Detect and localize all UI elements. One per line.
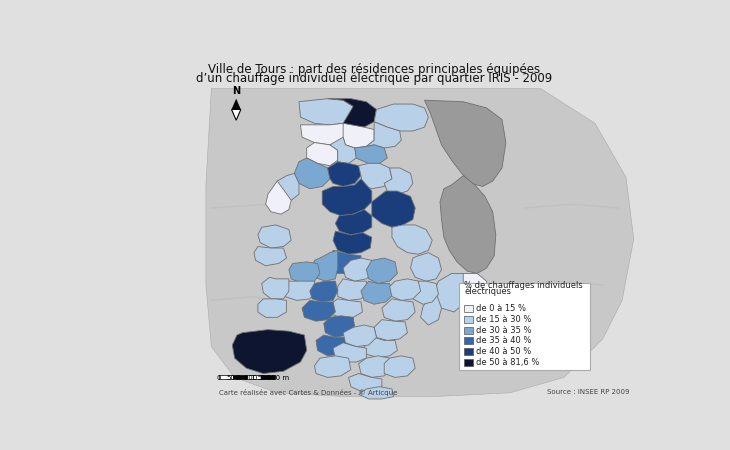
Polygon shape xyxy=(440,176,496,274)
Polygon shape xyxy=(307,143,338,166)
Polygon shape xyxy=(328,99,377,127)
Polygon shape xyxy=(333,231,372,254)
Text: 1 000: 1 000 xyxy=(237,375,257,381)
Polygon shape xyxy=(276,173,299,200)
Text: de 50 à 81,6 %: de 50 à 81,6 % xyxy=(477,358,539,367)
Polygon shape xyxy=(420,291,442,325)
Polygon shape xyxy=(384,356,415,378)
Polygon shape xyxy=(258,299,287,317)
Polygon shape xyxy=(374,320,407,341)
Text: 500: 500 xyxy=(226,375,239,381)
Polygon shape xyxy=(206,89,634,396)
Text: N: N xyxy=(232,86,240,95)
Text: % de chauffages individuels: % de chauffages individuels xyxy=(464,281,583,290)
Polygon shape xyxy=(364,338,397,357)
Text: Carte réalisée avec Cartes & Données - © Articque: Carte réalisée avec Cartes & Données - ©… xyxy=(219,389,398,396)
Polygon shape xyxy=(425,100,506,186)
Text: 1 500: 1 500 xyxy=(251,375,271,381)
Bar xyxy=(464,348,472,355)
Bar xyxy=(247,375,261,379)
Bar xyxy=(219,375,233,379)
Polygon shape xyxy=(483,308,514,345)
Bar xyxy=(464,316,472,323)
Polygon shape xyxy=(323,316,355,338)
Polygon shape xyxy=(283,281,316,301)
Polygon shape xyxy=(310,281,338,302)
Bar xyxy=(261,375,275,379)
Polygon shape xyxy=(348,374,382,393)
Polygon shape xyxy=(335,210,372,235)
Polygon shape xyxy=(374,104,429,131)
Polygon shape xyxy=(315,356,351,378)
Polygon shape xyxy=(361,281,393,304)
Polygon shape xyxy=(312,250,338,281)
Bar xyxy=(464,338,472,344)
Text: de 35 à 40 %: de 35 à 40 % xyxy=(477,336,531,345)
Polygon shape xyxy=(469,331,496,362)
Text: Ville de Tours : part des résidences principales équipées: Ville de Tours : part des résidences pri… xyxy=(208,63,540,76)
Polygon shape xyxy=(301,123,347,145)
Polygon shape xyxy=(366,122,402,148)
Text: 2 000 m: 2 000 m xyxy=(261,375,290,381)
Polygon shape xyxy=(390,279,420,301)
Polygon shape xyxy=(333,343,366,362)
Text: de 40 à 50 %: de 40 à 50 % xyxy=(477,347,531,356)
Polygon shape xyxy=(232,330,307,373)
Polygon shape xyxy=(266,181,291,214)
Polygon shape xyxy=(392,225,432,254)
Polygon shape xyxy=(343,325,377,346)
Text: Source : INSEE RP 2009: Source : INSEE RP 2009 xyxy=(548,389,630,395)
Polygon shape xyxy=(262,277,289,299)
Polygon shape xyxy=(456,274,491,312)
Polygon shape xyxy=(355,145,388,163)
Polygon shape xyxy=(289,262,320,284)
Bar xyxy=(233,375,247,379)
Polygon shape xyxy=(322,179,372,216)
Polygon shape xyxy=(366,258,397,284)
Bar xyxy=(464,327,472,333)
FancyBboxPatch shape xyxy=(458,283,591,370)
Polygon shape xyxy=(330,299,363,317)
Text: 0: 0 xyxy=(217,375,221,381)
Polygon shape xyxy=(231,99,241,109)
Polygon shape xyxy=(358,356,392,378)
Polygon shape xyxy=(372,191,415,227)
Polygon shape xyxy=(299,99,353,125)
Polygon shape xyxy=(343,123,374,148)
Polygon shape xyxy=(316,335,348,356)
Polygon shape xyxy=(358,163,392,189)
Polygon shape xyxy=(258,225,291,248)
Polygon shape xyxy=(384,168,413,194)
Polygon shape xyxy=(302,301,335,321)
Text: d’un chauffage individuel électrique par quartier IRIS - 2009: d’un chauffage individuel électrique par… xyxy=(196,72,553,85)
Text: de 0 à 15 %: de 0 à 15 % xyxy=(477,304,526,313)
Polygon shape xyxy=(410,252,442,281)
Polygon shape xyxy=(294,158,330,189)
Polygon shape xyxy=(435,274,464,312)
Polygon shape xyxy=(382,299,415,321)
Polygon shape xyxy=(330,250,361,274)
Polygon shape xyxy=(254,247,287,266)
Polygon shape xyxy=(330,137,356,163)
Polygon shape xyxy=(328,162,361,186)
Polygon shape xyxy=(338,279,369,301)
Text: de 30 à 35 %: de 30 à 35 % xyxy=(477,325,532,334)
Bar xyxy=(464,359,472,366)
Polygon shape xyxy=(358,387,393,399)
Polygon shape xyxy=(410,281,439,304)
Bar xyxy=(464,305,472,312)
Text: électriques: électriques xyxy=(464,286,511,296)
Text: de 15 à 30 %: de 15 à 30 % xyxy=(477,315,531,324)
Polygon shape xyxy=(231,109,241,120)
Polygon shape xyxy=(343,258,374,281)
